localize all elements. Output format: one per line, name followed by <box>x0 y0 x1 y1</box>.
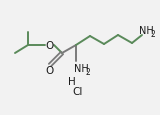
Text: O: O <box>46 41 54 51</box>
Text: 2: 2 <box>151 30 155 39</box>
Text: O: O <box>46 65 54 75</box>
Text: NH: NH <box>74 63 88 73</box>
Text: Cl: Cl <box>73 86 83 96</box>
Text: H: H <box>68 76 76 86</box>
Text: 2: 2 <box>86 68 90 77</box>
Text: NH: NH <box>139 26 153 36</box>
